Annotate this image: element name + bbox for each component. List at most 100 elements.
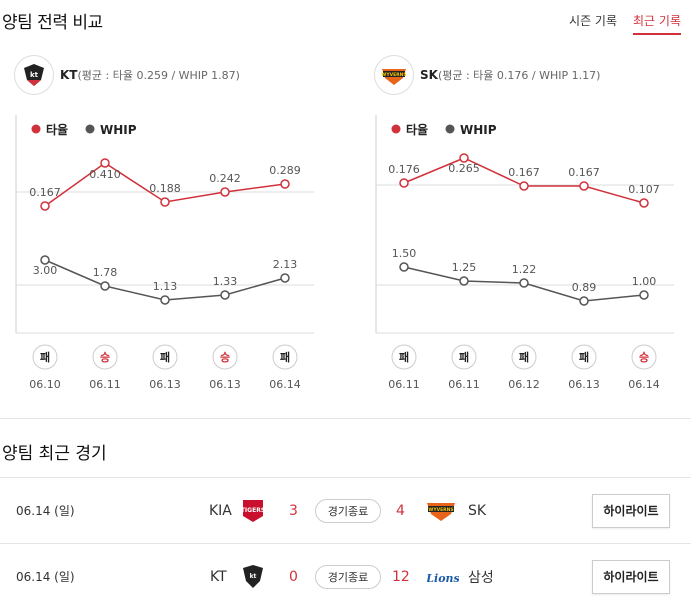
avg-legend-dot	[391, 124, 401, 134]
date-label: 06.11	[388, 378, 420, 391]
svg-text:Lions: Lions	[427, 572, 459, 585]
whip-label: 1.33	[213, 275, 238, 288]
whip-point	[160, 295, 170, 305]
whip-point	[100, 281, 110, 291]
whip-point	[220, 290, 230, 300]
whip-legend-label: WHIP	[460, 123, 497, 137]
record-tabs: 시즌 기록 최근 기록	[569, 12, 681, 35]
team-header: kt KT(평균 : 타율 0.259 / WHIP 1.87)	[14, 55, 240, 95]
team-name: KT	[60, 68, 78, 82]
result-label: 승	[100, 351, 110, 364]
svg-text:WYVERNS: WYVERNS	[381, 72, 406, 78]
whip-point	[399, 262, 409, 272]
result-label: 패	[40, 350, 50, 364]
kt-logo: kt	[14, 55, 54, 95]
svg-text:TIGERS: TIGERS	[241, 507, 265, 514]
svg-text:WYVERNS: WYVERNS	[428, 507, 453, 513]
avg-point	[579, 181, 589, 191]
avg-label: 0.107	[628, 183, 660, 196]
chart-kt: 타율 WHIP 0.167 0.410 0.188 0.242 0.289 3.…	[15, 115, 314, 391]
avg-label: 0.242	[209, 172, 241, 185]
avg-label: 0.167	[568, 166, 600, 179]
whip-point	[639, 290, 649, 300]
whip-label: 1.78	[93, 266, 118, 279]
date-label: 06.14	[628, 378, 660, 391]
whip-point	[280, 273, 290, 283]
away-team: SK	[468, 502, 487, 519]
game-date: 06.14 (일)	[16, 570, 75, 584]
result-label: 패	[519, 350, 529, 364]
result-label: 패	[399, 350, 409, 364]
avg-label: 0.188	[149, 182, 181, 195]
whip-legend-dot	[445, 124, 455, 134]
whip-label: 0.89	[572, 281, 597, 294]
avg-point	[519, 181, 529, 191]
avg-legend-label: 타율	[406, 122, 428, 137]
game-status: 경기종료	[315, 498, 381, 523]
tab-season-record[interactable]: 시즌 기록	[569, 14, 618, 28]
team-name: SK	[420, 68, 438, 82]
avg-point	[40, 201, 50, 211]
team-summary: (평균 : 타율 0.176 / WHIP 1.17)	[437, 69, 601, 82]
whip-label: 1.25	[452, 261, 477, 274]
date-label: 06.12	[508, 378, 540, 391]
date-label: 06.10	[29, 378, 61, 391]
result-label: 패	[280, 350, 290, 364]
result-label: 승	[639, 351, 649, 364]
whip-point	[40, 255, 50, 265]
team-panel-kt: kt KT(평균 : 타율 0.259 / WHIP 1.87) 타율 WHIP	[14, 55, 334, 395]
avg-point	[100, 158, 110, 168]
home-score: 0	[289, 568, 298, 585]
samsung-logo: Lions	[427, 572, 459, 585]
result-badge	[571, 344, 597, 370]
result-badge	[391, 344, 417, 370]
whip-point	[459, 276, 469, 286]
avg-label: 0.289	[269, 164, 301, 177]
whip-legend-label: WHIP	[100, 123, 137, 137]
result-badge	[212, 344, 238, 370]
game-status: 경기종료	[315, 564, 381, 589]
game-row: 06.14 (일) KT kt 0 경기종료 12 Lions 삼성 하이라이트	[0, 543, 691, 609]
avg-legend-label: 타율	[46, 122, 68, 137]
date-label: 06.13	[149, 378, 181, 391]
date-label: 06.13	[568, 378, 600, 391]
highlight-button[interactable]: 하이라이트	[592, 493, 670, 528]
result-badge	[32, 344, 58, 370]
kia-logo: TIGERS	[241, 500, 265, 522]
tab-recent-record[interactable]: 최근 기록	[633, 12, 681, 35]
team-summary: (평균 : 타율 0.259 / WHIP 1.87)	[77, 69, 240, 82]
whip-label: 1.50	[392, 247, 417, 260]
team-panel-sk: WYVERNS SK(평균 : 타율 0.176 / WHIP 1.17) 타율…	[374, 55, 691, 395]
game-date: 06.14 (일)	[16, 504, 75, 518]
whip-point	[519, 278, 529, 288]
result-badge	[92, 344, 118, 370]
whip-point	[579, 296, 589, 306]
page-title: 양팀 전력 비교	[2, 13, 103, 33]
date-label: 06.11	[89, 378, 121, 391]
whip-legend-dot	[85, 124, 95, 134]
date-label: 06.13	[209, 378, 241, 391]
svg-text:kt: kt	[30, 71, 39, 79]
svg-text:kt: kt	[250, 573, 257, 580]
whip-label: 3.00	[33, 264, 58, 277]
away-score: 12	[392, 568, 410, 585]
avg-point	[220, 187, 230, 197]
highlight-button[interactable]: 하이라이트	[592, 559, 670, 594]
game-row: 06.14 (일) KIA TIGERS 3 경기종료 4 WYVERNS SK…	[0, 477, 691, 543]
whip-label: 1.13	[153, 280, 178, 293]
avg-label: 0.265	[448, 162, 480, 175]
whip-label: 1.00	[632, 275, 657, 288]
chart-sk: 타율 WHIP 0.176 0.265 0.167 0.167 0.107 1.…	[375, 115, 674, 391]
date-label: 06.14	[269, 378, 301, 391]
home-score: 3	[289, 502, 298, 519]
result-label: 패	[160, 350, 170, 364]
avg-label: 0.167	[508, 166, 540, 179]
avg-point	[399, 178, 409, 188]
date-label: 06.11	[448, 378, 480, 391]
team-header: WYVERNS SK(평균 : 타율 0.176 / WHIP 1.17)	[374, 55, 600, 95]
avg-label: 0.410	[89, 168, 121, 181]
home-team: KIA	[209, 502, 232, 519]
home-team: KT	[210, 568, 227, 585]
avg-point	[160, 197, 170, 207]
sk-logo: WYVERNS	[374, 55, 414, 95]
